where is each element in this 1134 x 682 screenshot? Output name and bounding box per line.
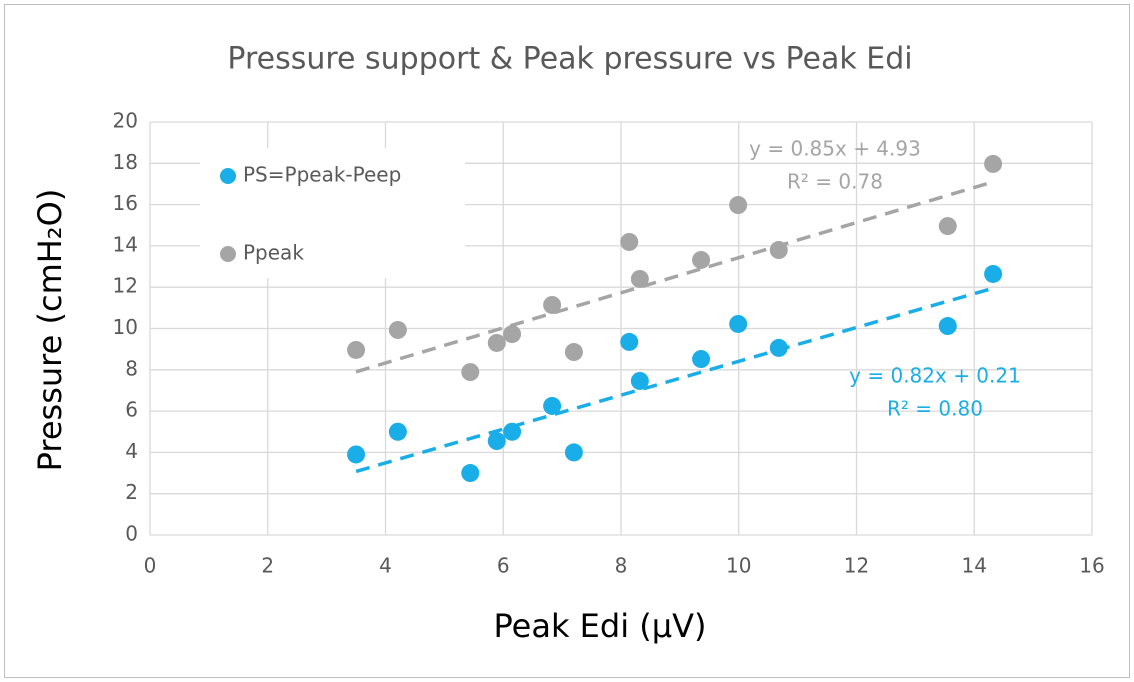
point [729,314,748,333]
point [487,333,506,352]
y-tick-label: 16 [113,191,138,215]
y-tick-label: 4 [125,439,138,463]
point [347,340,366,359]
point [543,396,562,415]
point [692,350,711,369]
legend-marker [220,246,236,262]
point [487,432,506,451]
x-tick-label: 2 [261,554,274,578]
x-tick-label: 0 [144,554,157,578]
point [543,295,562,314]
point [630,269,649,288]
legend-marker [220,168,236,184]
y-tick-label: 2 [125,480,138,504]
legend-label: PS=Ppeak-Peep [243,163,401,187]
y-tick-label: 18 [113,150,138,174]
legend-box [200,148,465,278]
x-tick-label: 16 [1079,554,1104,578]
point [938,317,957,336]
trendline-equation: y = 0.85x + 4.93 [749,137,921,161]
y-tick-label: 0 [125,522,138,546]
x-tick-label: 12 [844,554,869,578]
point [630,371,649,390]
legend-label: Ppeak [243,241,304,265]
y-tick-label: 8 [125,356,138,380]
point [620,332,639,351]
trendline-r2: R² = 0.78 [787,170,883,194]
trendline [355,180,994,374]
y-tick-label: 20 [113,109,138,133]
point [620,232,639,251]
point [938,217,957,236]
chart-border [4,4,1130,678]
y-tick-label: 12 [113,274,138,298]
point [388,320,407,339]
x-tick-label: 8 [615,554,628,578]
point [984,264,1003,283]
point [503,325,522,344]
point [564,443,583,462]
y-axis-label: Pressure (cmH₂O) [31,189,69,472]
trendline-equation: y = 0.82x + 0.21 [849,364,1021,388]
point [729,196,748,215]
trendline-r2: R² = 0.80 [887,397,983,421]
x-tick-label: 4 [379,554,392,578]
x-tick-label: 6 [497,554,510,578]
point [692,250,711,269]
point [461,464,480,483]
x-axis-label: Peak Edi (μV) [494,607,707,645]
point [984,154,1003,173]
point [388,422,407,441]
point [503,422,522,441]
point [347,445,366,464]
y-tick-label: 6 [125,398,138,422]
point [564,343,583,362]
x-tick-label: 14 [962,554,987,578]
point [461,363,480,382]
x-tick-label: 10 [726,554,751,578]
chart-title: Pressure support & Peak pressure vs Peak… [227,42,912,77]
point [769,338,788,357]
y-tick-label: 10 [113,315,138,339]
y-tick-label: 14 [113,232,138,256]
trendline [355,286,994,474]
